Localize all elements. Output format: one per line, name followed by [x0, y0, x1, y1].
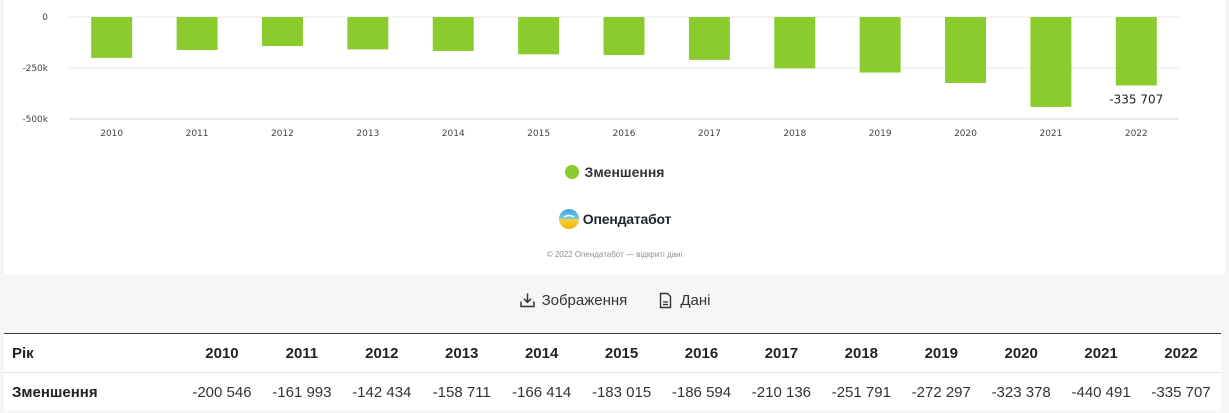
table-cell-value: -200 546 — [192, 383, 252, 401]
table-header-year: 2011 — [261, 333, 342, 373]
table-cell-value: -323 378 — [991, 383, 1051, 401]
table-header-year: 2018 — [821, 333, 902, 373]
download-image-label: Зображення — [541, 292, 628, 309]
x-tick-label: 2022 — [1125, 129, 1148, 139]
table-header-year: 2022 — [1141, 333, 1221, 373]
table-cell-value: -251 791 — [831, 383, 891, 401]
download-icon — [519, 293, 535, 308]
table-cell-value: -335 707 — [1151, 383, 1211, 401]
table-row: Зменшення -200 546 -161 993 -142 434 -158 7… — [4, 373, 1221, 412]
table-header-year: 2015 — [581, 333, 662, 373]
table-cell-value: -440 491 — [1071, 383, 1131, 401]
bar-2014[interactable] — [432, 17, 474, 51]
table-header-year: 2013 — [421, 333, 502, 373]
table-header-year: 2020 — [981, 333, 1062, 373]
x-tick-label: 2020 — [954, 129, 977, 139]
bar-2011[interactable] — [176, 17, 218, 51]
table-cell-value: -186 594 — [671, 383, 732, 401]
table-cell-value: -210 136 — [751, 383, 812, 401]
table-cell-value: -142 434 — [352, 383, 412, 401]
bar-2017[interactable] — [688, 17, 730, 60]
x-tick-label: 2013 — [356, 129, 379, 139]
logo-text: Опендатабот — [582, 211, 672, 227]
download-image-button[interactable]: Зображення — [519, 292, 628, 309]
table-cell-value: -161 993 — [272, 383, 332, 401]
x-tick-label: 2017 — [698, 129, 721, 139]
bar-2018[interactable] — [774, 17, 816, 69]
download-data-button[interactable]: Дані — [657, 292, 710, 309]
x-tick-label: 2014 — [442, 129, 465, 139]
opendatabot-logo[interactable]: Опендатабот — [4, 208, 1225, 230]
x-tick-label: 2015 — [527, 129, 550, 139]
data-label: -335 707 — [1109, 92, 1163, 106]
y-tick-label: -250k — [22, 64, 48, 74]
bar-2015[interactable] — [518, 17, 560, 55]
bar-2012[interactable] — [261, 17, 303, 47]
bar-2021[interactable] — [1030, 17, 1072, 107]
bar-chart: 0 -250k -500k 2010 2011 2012 2013 2014 2015 2016 2… — [22, 13, 1179, 139]
opendatabot-logo-icon — [558, 209, 579, 229]
table-header-year: 2014 — [501, 333, 582, 373]
table-header-year: 2021 — [1061, 333, 1142, 373]
bar-2013[interactable] — [347, 17, 389, 50]
table-row-label: Зменшення — [12, 383, 98, 401]
download-data-label: Дані — [680, 292, 711, 309]
data-table: Рік 2010 2011 2012 2013 2014 2015 2016 2017 2018… — [4, 333, 1221, 411]
legend-label: Зменшення — [584, 164, 665, 180]
bar-2022[interactable] — [1115, 17, 1157, 86]
y-tick-label: -500k — [22, 115, 48, 125]
table-header-year: 2017 — [741, 333, 822, 373]
chart-card: 0 -250k -500k 2010 2011 2012 2013 2014 2015 2016 2… — [4, 0, 1225, 274]
x-tick-label: 2010 — [100, 129, 123, 139]
table-header-year: 2016 — [661, 333, 742, 373]
x-tick-label: 2019 — [869, 129, 892, 139]
x-tick-label: 2021 — [1039, 129, 1062, 139]
legend-marker-icon — [564, 165, 579, 179]
table-cell-value: -272 297 — [911, 383, 971, 401]
x-tick-label: 2012 — [271, 129, 294, 139]
bar-2016[interactable] — [603, 17, 645, 56]
x-tick-label: 2011 — [186, 129, 209, 139]
copyright-text: © 2022 Опендатабот — відкриті дані — [546, 250, 683, 259]
table-header-row: Рік 2010 2011 2012 2013 2014 2015 2016 2017 2018… — [4, 333, 1221, 373]
table-header-year: 2019 — [901, 333, 982, 373]
table-header-year: 2010 — [182, 333, 262, 373]
x-tick-label: 2016 — [613, 129, 636, 139]
y-tick-label: 0 — [42, 13, 48, 23]
table-cell-value: -183 015 — [591, 383, 652, 401]
table-cell-value: -158 711 — [432, 383, 491, 401]
table-header-year: 2012 — [341, 333, 422, 373]
chart-legend[interactable]: Зменшення — [4, 164, 1225, 180]
x-tick-label: 2018 — [783, 129, 806, 139]
bar-2019[interactable] — [859, 17, 901, 73]
file-icon — [660, 292, 672, 309]
bar-2020[interactable] — [945, 17, 987, 83]
export-actions: Зображення Дані — [0, 292, 1229, 309]
table-cell-value: -166 414 — [512, 383, 572, 401]
bar-2010[interactable] — [91, 17, 133, 58]
table-header-label: Рік — [4, 333, 182, 373]
